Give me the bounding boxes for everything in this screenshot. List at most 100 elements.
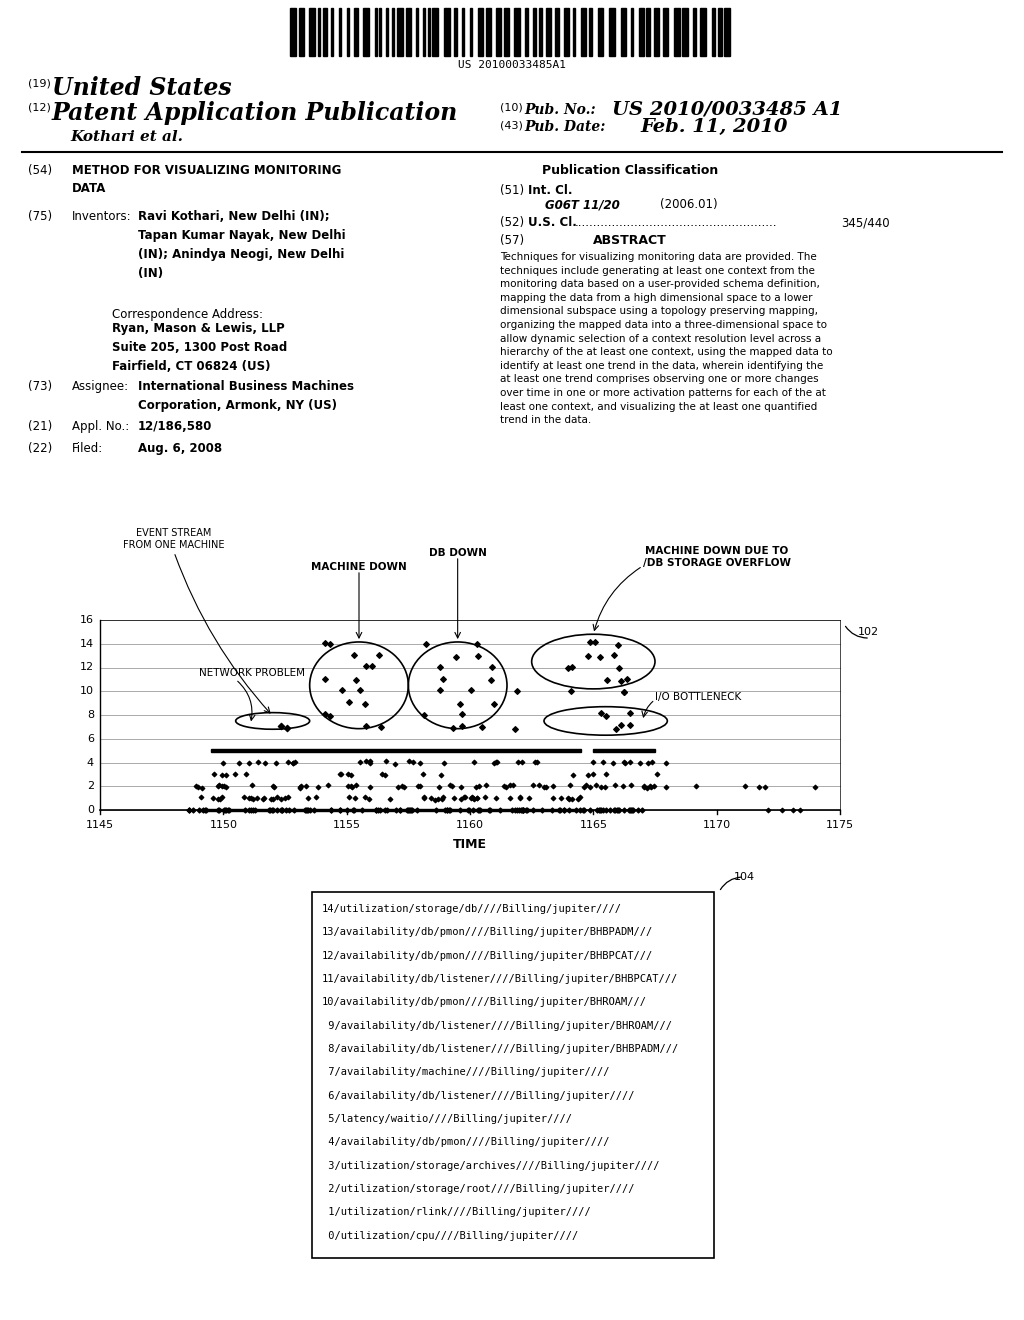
Point bbox=[793, 799, 809, 820]
Point bbox=[488, 751, 505, 772]
Bar bbox=[639, 8, 644, 55]
Text: 12/availability/db/pmon////Billing/jupiter/BHBPCAT///: 12/availability/db/pmon////Billing/jupit… bbox=[322, 950, 653, 961]
Point bbox=[535, 800, 551, 821]
Point bbox=[545, 788, 561, 809]
Point bbox=[332, 800, 348, 821]
Bar bbox=[347, 8, 349, 55]
Point bbox=[615, 800, 632, 821]
Text: Filed:: Filed: bbox=[72, 442, 103, 455]
Point bbox=[272, 788, 289, 809]
Point bbox=[464, 787, 480, 808]
Point bbox=[649, 764, 666, 785]
Point bbox=[358, 656, 375, 677]
Point bbox=[346, 800, 362, 821]
Point bbox=[513, 800, 529, 821]
Text: Int. Cl.: Int. Cl. bbox=[528, 183, 572, 197]
Bar bbox=[432, 8, 438, 55]
Bar bbox=[406, 8, 411, 55]
Point bbox=[636, 776, 652, 797]
Point bbox=[606, 644, 623, 665]
Point bbox=[610, 657, 627, 678]
Point bbox=[346, 787, 362, 808]
Point bbox=[552, 788, 568, 809]
Text: Inventors:: Inventors: bbox=[72, 210, 132, 223]
Point bbox=[198, 800, 214, 821]
Bar bbox=[339, 8, 341, 55]
Bar bbox=[462, 8, 464, 55]
Point bbox=[428, 800, 444, 821]
Bar bbox=[674, 8, 680, 55]
Bar bbox=[712, 8, 715, 55]
Point bbox=[524, 800, 541, 821]
Text: 3/utilization/storage/archives////Billing/jupiter////: 3/utilization/storage/archives////Billin… bbox=[322, 1160, 659, 1171]
Point bbox=[658, 776, 675, 797]
Bar bbox=[428, 8, 430, 55]
Point bbox=[427, 789, 443, 810]
Point bbox=[272, 715, 289, 737]
Point bbox=[241, 800, 257, 821]
Point bbox=[570, 789, 587, 810]
Bar bbox=[199, 809, 581, 810]
Point bbox=[273, 800, 290, 821]
Point bbox=[285, 752, 301, 774]
Point bbox=[418, 634, 434, 655]
Point bbox=[435, 787, 452, 808]
Point bbox=[266, 776, 283, 797]
Point bbox=[412, 752, 428, 774]
Point bbox=[640, 752, 656, 774]
Point bbox=[520, 788, 537, 809]
Point bbox=[292, 777, 308, 799]
Point bbox=[440, 800, 457, 821]
Text: 12: 12 bbox=[80, 663, 94, 672]
Point bbox=[568, 800, 585, 821]
Bar bbox=[581, 8, 586, 55]
Point bbox=[213, 775, 229, 796]
Point bbox=[357, 751, 374, 772]
Point bbox=[210, 800, 226, 821]
Point bbox=[286, 800, 302, 821]
Point bbox=[345, 645, 361, 667]
Text: 1145: 1145 bbox=[86, 820, 114, 830]
Point bbox=[181, 800, 198, 821]
Point bbox=[582, 632, 598, 653]
Point bbox=[221, 800, 238, 821]
Point bbox=[563, 680, 580, 701]
Bar bbox=[444, 8, 450, 55]
Point bbox=[213, 764, 229, 785]
Bar bbox=[593, 748, 655, 752]
Point bbox=[412, 775, 428, 796]
Point bbox=[645, 775, 662, 796]
Point bbox=[382, 788, 398, 809]
Bar bbox=[525, 8, 528, 55]
Point bbox=[244, 775, 260, 796]
Point bbox=[406, 751, 422, 772]
Point bbox=[524, 775, 541, 796]
Text: (75): (75) bbox=[28, 210, 52, 223]
Text: Ryan, Mason & Lewis, LLP
Suite 205, 1300 Post Road
Fairfield, CT 06824 (US): Ryan, Mason & Lewis, LLP Suite 205, 1300… bbox=[112, 322, 288, 374]
Point bbox=[210, 776, 226, 797]
Point bbox=[195, 777, 211, 799]
Point bbox=[592, 702, 608, 723]
Point bbox=[630, 800, 646, 821]
Text: Patent Application Publication: Patent Application Publication bbox=[52, 102, 459, 125]
Text: 16: 16 bbox=[80, 615, 94, 624]
Point bbox=[511, 787, 527, 808]
Point bbox=[597, 776, 613, 797]
Point bbox=[456, 787, 472, 808]
Text: 102: 102 bbox=[858, 627, 880, 638]
Bar bbox=[496, 8, 501, 55]
Point bbox=[423, 787, 439, 808]
Point bbox=[340, 775, 356, 796]
Point bbox=[319, 775, 336, 796]
Point bbox=[589, 800, 605, 821]
Point bbox=[400, 800, 417, 821]
Text: (22): (22) bbox=[28, 442, 52, 455]
Point bbox=[538, 777, 554, 799]
Point bbox=[469, 634, 485, 655]
Text: Correspondence Address:: Correspondence Address: bbox=[112, 308, 263, 321]
Point bbox=[300, 787, 316, 808]
Point bbox=[278, 800, 294, 821]
Point bbox=[545, 776, 561, 797]
Bar bbox=[700, 8, 706, 55]
Point bbox=[477, 787, 494, 808]
